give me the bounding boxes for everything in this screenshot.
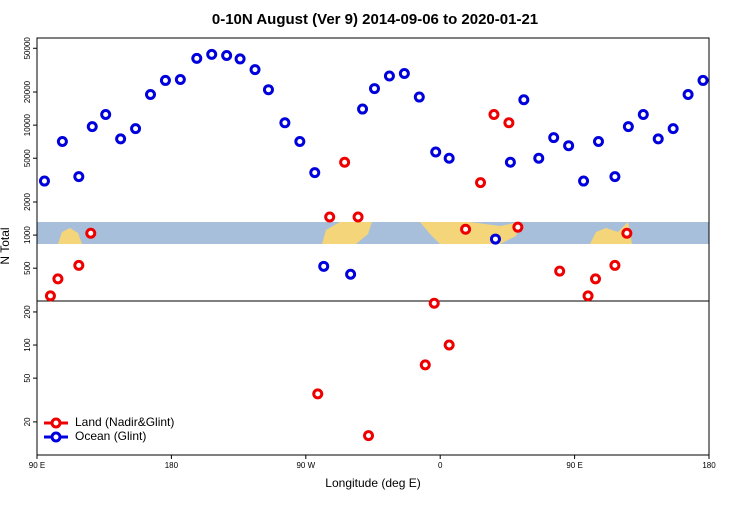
point	[44, 290, 56, 302]
point	[554, 265, 566, 277]
point	[697, 74, 709, 86]
y-tick-label: 1000	[23, 226, 32, 244]
point	[430, 146, 442, 158]
point	[159, 74, 171, 86]
point	[52, 273, 64, 285]
point	[174, 73, 186, 85]
point	[504, 156, 516, 168]
point	[100, 108, 112, 120]
point	[503, 117, 515, 129]
point	[130, 123, 142, 135]
point	[206, 48, 218, 60]
point	[86, 121, 98, 133]
point	[652, 133, 664, 145]
y-tick-label: 20	[23, 417, 32, 426]
point	[563, 140, 575, 152]
y-axis-label: N Total	[0, 227, 12, 264]
point	[363, 430, 375, 442]
point	[312, 388, 324, 400]
point	[609, 171, 621, 183]
point	[294, 135, 306, 147]
plot-frame	[36, 37, 710, 456]
point	[279, 117, 291, 129]
point	[191, 52, 203, 64]
y-tick-label: 200	[23, 305, 32, 319]
x-tick-label: 90 E	[29, 461, 45, 470]
point	[345, 268, 357, 280]
point	[73, 259, 85, 271]
y-tick-label: 50	[23, 373, 32, 382]
point	[318, 260, 330, 272]
point	[234, 53, 246, 65]
x-tick-label: 0	[438, 461, 443, 470]
y-tick-label: 100	[23, 338, 32, 352]
point	[339, 156, 351, 168]
y-tick-label: 2000	[23, 193, 32, 211]
y-tick-label: 5000	[23, 149, 32, 167]
y-tick-label: 500	[23, 261, 32, 275]
point	[578, 175, 590, 187]
point	[443, 152, 455, 164]
point	[488, 108, 500, 120]
point	[73, 171, 85, 183]
point	[56, 135, 68, 147]
point	[85, 227, 97, 239]
point	[352, 211, 364, 223]
point	[548, 132, 560, 144]
point	[357, 103, 369, 115]
point	[637, 108, 649, 120]
legend-marker	[50, 417, 62, 429]
point	[309, 167, 321, 179]
point	[582, 290, 594, 302]
point	[324, 211, 336, 223]
point	[621, 227, 633, 239]
point	[398, 67, 410, 79]
y-tick-label: 10000	[23, 113, 32, 136]
point	[460, 223, 472, 235]
point	[413, 91, 425, 103]
point	[419, 359, 431, 371]
legend-label: Land (Nadir&Glint)	[75, 415, 174, 429]
y-tick-label: 20000	[23, 80, 32, 103]
point	[590, 273, 602, 285]
point	[682, 88, 694, 100]
point	[512, 221, 524, 233]
x-tick-label: 90 E	[566, 461, 582, 470]
point	[262, 84, 274, 96]
point	[443, 339, 455, 351]
x-axis-label: Longitude (deg E)	[325, 476, 420, 490]
map-band	[37, 222, 709, 244]
point	[221, 49, 233, 61]
point	[38, 175, 50, 187]
point	[667, 123, 679, 135]
point	[428, 297, 440, 309]
point	[609, 259, 621, 271]
x-tick-label: 180	[702, 461, 716, 470]
point	[622, 121, 634, 133]
point	[533, 152, 545, 164]
point	[368, 83, 380, 95]
x-tick-label: 180	[165, 461, 179, 470]
x-tick-label: 90 W	[296, 461, 315, 470]
point	[383, 70, 395, 82]
point	[518, 94, 530, 106]
point	[592, 135, 604, 147]
point	[144, 88, 156, 100]
legend-marker	[50, 431, 62, 443]
point	[475, 177, 487, 189]
chart-title: 0-10N August (Ver 9) 2014-09-06 to 2020-…	[212, 11, 538, 28]
point	[489, 233, 501, 245]
point	[249, 64, 261, 76]
legend-label: Ocean (Glint)	[75, 429, 146, 443]
point	[115, 133, 127, 145]
y-tick-label: 50000	[23, 37, 32, 60]
